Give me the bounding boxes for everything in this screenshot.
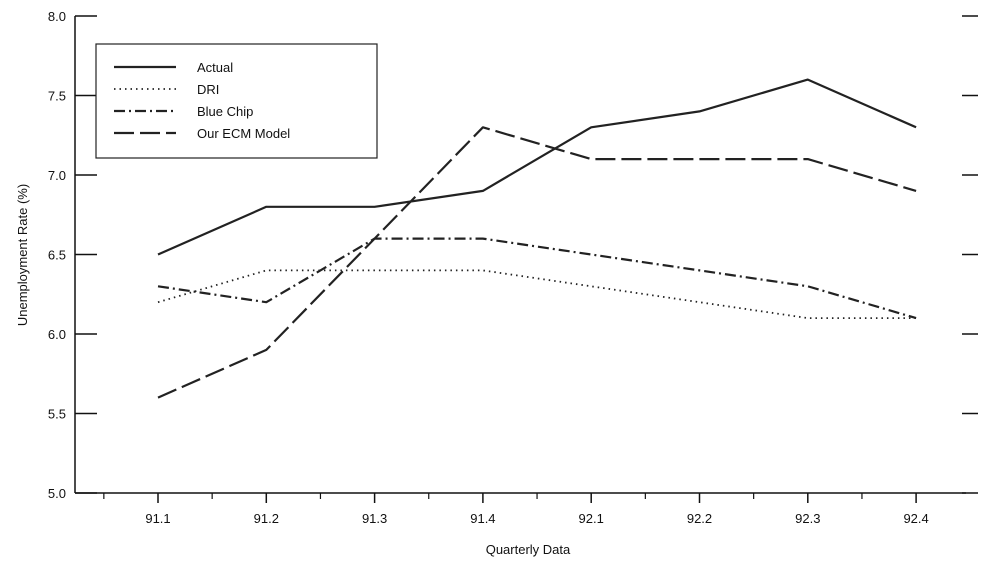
y-axis-title: Unemployment Rate (%) (15, 184, 30, 326)
x-tick-label: 92.2 (687, 511, 712, 526)
x-tick-label: 91.4 (470, 511, 495, 526)
series-line-our-ecm-model (157, 126, 917, 399)
y-ticks: 5.0 5.5 6.0 6.5 7.0 7.5 8.0 (48, 9, 97, 501)
y-tick-label: 5.5 (48, 407, 66, 422)
series-line-dri (157, 269, 917, 320)
legend: Actual DRI Blue Chip Our ECM Model (95, 43, 378, 159)
y-tick-label: 6.5 (48, 248, 66, 263)
x-tick-label: 91.3 (362, 511, 387, 526)
legend-label: Blue Chip (197, 104, 253, 119)
y-tick-label: 5.0 (48, 486, 66, 501)
series-line-actual (157, 78, 917, 256)
x-tick-label: 92.1 (579, 511, 604, 526)
y-tick-label: 8.0 (48, 9, 66, 24)
y-tick-label: 6.0 (48, 327, 66, 342)
x-ticks: 91.1 91.2 91.3 91.4 92.1 92.2 92.3 92.4 (103, 493, 929, 526)
legend-box (95, 43, 378, 159)
x-tick-label: 91.2 (254, 511, 279, 526)
y-ticks-right (962, 15, 978, 494)
y-tick-label: 7.5 (48, 89, 66, 104)
y-tick-label: 7.0 (48, 168, 66, 183)
series-layer (157, 78, 917, 399)
legend-label: Our ECM Model (197, 126, 290, 141)
x-tick-label: 91.1 (145, 511, 170, 526)
x-tick-label: 92.4 (903, 511, 928, 526)
legend-label: Actual (197, 60, 233, 75)
axes: 91.1 91.2 91.3 91.4 92.1 92.2 92.3 92.4 5.0 5.5 6… (15, 9, 978, 557)
x-tick-label: 92.3 (795, 511, 820, 526)
x-axis-title: Quarterly Data (486, 542, 571, 557)
series-line-blue-chip (157, 237, 917, 320)
legend-items: Actual DRI Blue Chip Our ECM Model (114, 60, 290, 141)
legend-label: DRI (197, 82, 219, 97)
